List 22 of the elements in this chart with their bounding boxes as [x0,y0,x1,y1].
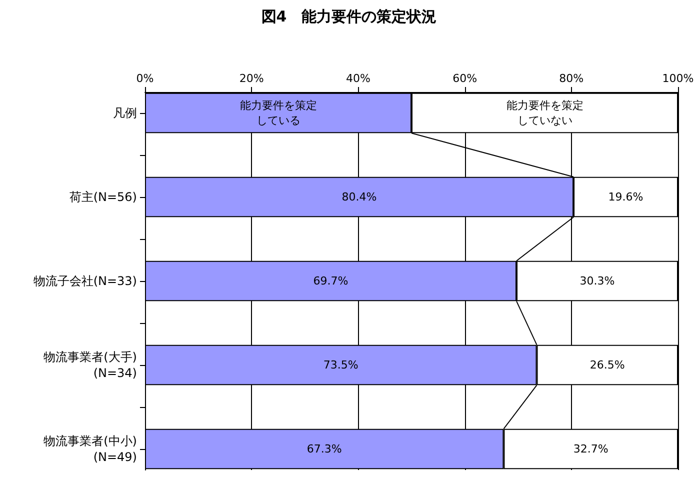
data-label: 32.7% [573,442,608,456]
data-label: 能力要件を策定していない [506,99,584,127]
data-label: 26.5% [590,358,625,372]
x-tick-label: 0% [136,72,154,85]
y-tick-label: 物流事業者(中小) (N=49) [44,434,137,464]
data-label: 67.3% [306,442,342,456]
data-label: 19.6% [608,190,644,204]
data-label: 能力要件を策定している [240,99,317,127]
data-label: 30.3% [580,274,615,288]
y-tick-label: 物流事業者(大手) (N=34) [44,350,137,380]
x-tick-label: 20% [239,72,264,85]
y-tick-label: 物流子会社(N=33) [33,274,137,288]
x-tick-label: 80% [559,72,584,85]
x-tick-label: 100% [662,72,694,85]
y-tick-label: 凡例 [113,106,137,120]
x-tick-label: 60% [452,72,478,85]
data-label: 80.4% [342,190,377,204]
data-label: 73.5% [323,358,358,372]
chart-title: 図4 能力要件の策定状況 [261,8,437,26]
x-tick-label: 40% [346,72,370,85]
y-tick-label: 荷主(N=56) [69,190,137,204]
data-label: 69.7% [313,274,348,288]
